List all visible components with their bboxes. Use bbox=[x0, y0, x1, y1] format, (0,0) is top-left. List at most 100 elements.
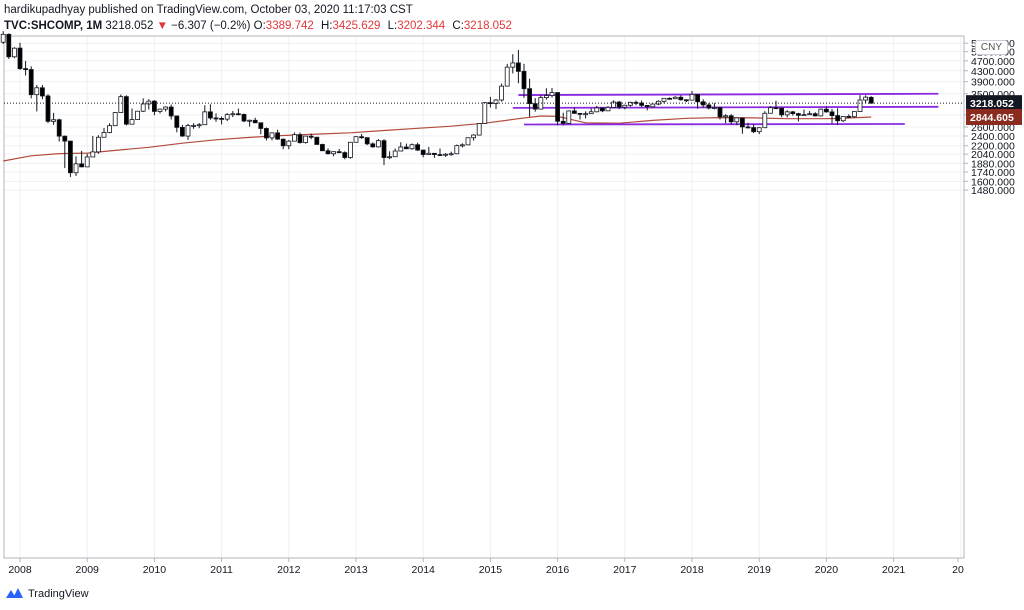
candle-body-down bbox=[678, 96, 684, 101]
candle bbox=[403, 143, 409, 150]
candle bbox=[96, 135, 101, 154]
candle bbox=[712, 103, 717, 110]
candle bbox=[0, 31, 6, 44]
candle bbox=[207, 104, 213, 120]
candle-body-up bbox=[762, 112, 768, 129]
candle bbox=[157, 108, 163, 114]
channel-line[interactable] bbox=[512, 105, 939, 109]
candle-body-up bbox=[594, 107, 600, 113]
candle bbox=[471, 134, 477, 141]
channel-line[interactable] bbox=[518, 92, 939, 96]
candle-body-up bbox=[269, 132, 275, 139]
candle-body-up bbox=[375, 140, 381, 148]
candle bbox=[297, 132, 303, 144]
candle-body-down bbox=[235, 113, 241, 116]
candlesticks bbox=[0, 31, 874, 177]
candle-body-up bbox=[140, 103, 146, 112]
candle-body-up bbox=[96, 136, 101, 153]
candle bbox=[45, 94, 51, 124]
candle-body-down bbox=[79, 163, 84, 168]
candle bbox=[566, 110, 572, 124]
candle bbox=[824, 106, 829, 113]
candle bbox=[112, 111, 118, 127]
candle-body-down bbox=[560, 120, 566, 124]
candle-body-up bbox=[476, 123, 482, 136]
symbol-name[interactable]: TVC:SHCOMP, 1M bbox=[4, 20, 103, 32]
candle-body-up bbox=[605, 106, 611, 112]
last-price-tag bbox=[966, 95, 1022, 112]
open-label: O: bbox=[253, 20, 266, 32]
candle bbox=[314, 136, 320, 145]
candle-body-down bbox=[151, 100, 157, 112]
candle bbox=[107, 123, 112, 134]
candle bbox=[241, 113, 247, 123]
candle bbox=[611, 100, 616, 108]
candle-body-up bbox=[784, 111, 790, 116]
candle bbox=[667, 97, 672, 100]
x-tick-label: 2015 bbox=[479, 564, 503, 576]
candle bbox=[588, 108, 594, 115]
candle bbox=[510, 54, 516, 74]
candle-body-up bbox=[801, 114, 807, 117]
candle-body-down bbox=[319, 144, 325, 152]
close-label: C: bbox=[452, 20, 464, 32]
candle bbox=[487, 96, 493, 108]
candle bbox=[689, 91, 695, 101]
last-price-tag-label: 3218.052 bbox=[970, 98, 1014, 110]
change-value: −6.307 (−0.2%) bbox=[171, 20, 251, 32]
candle-body-up bbox=[712, 107, 717, 109]
candle bbox=[370, 142, 376, 148]
candle bbox=[734, 117, 740, 126]
candle bbox=[398, 142, 404, 152]
candle bbox=[291, 132, 297, 142]
x-tick-label: 2021 bbox=[882, 564, 906, 576]
candle bbox=[728, 114, 734, 125]
candle bbox=[840, 115, 846, 122]
candle-body-down bbox=[684, 99, 689, 102]
y-tick-label: 4700.000 bbox=[971, 56, 1015, 68]
candle-body-down bbox=[124, 96, 129, 125]
candle-body-down bbox=[207, 111, 213, 119]
candle-body-down bbox=[812, 113, 818, 117]
candle-body-up bbox=[611, 101, 616, 108]
candle-body-up bbox=[549, 92, 555, 96]
y-tick-label: 1740.000 bbox=[971, 167, 1015, 179]
x-tick-label: 2016 bbox=[546, 564, 570, 576]
candle bbox=[252, 117, 258, 124]
candle bbox=[756, 127, 762, 135]
time-axis[interactable]: 2008 2009 2010 2011 2012 2013 2014 2015 2016 2017… bbox=[8, 558, 964, 576]
candle bbox=[336, 148, 342, 154]
currency-badge[interactable]: CNY bbox=[974, 40, 1008, 55]
footer-branding[interactable]: TradingView bbox=[6, 588, 89, 600]
candle-body-up bbox=[118, 96, 124, 113]
candle-body-down bbox=[527, 88, 532, 105]
price-axis[interactable]: 5500.0005100.0004700.0004300.0003900.000… bbox=[964, 38, 1022, 197]
candle-body-up bbox=[426, 152, 432, 155]
candle bbox=[375, 139, 381, 148]
candle bbox=[342, 151, 348, 160]
candle-body-up bbox=[583, 113, 588, 116]
candle-body-down bbox=[420, 149, 426, 155]
trend-lines[interactable] bbox=[512, 92, 939, 126]
candle bbox=[532, 98, 538, 112]
candle bbox=[17, 42, 23, 70]
candle-body-down bbox=[745, 126, 751, 129]
channel-line[interactable] bbox=[523, 123, 905, 126]
candle-body-down bbox=[168, 106, 174, 117]
candle-body-up bbox=[689, 93, 695, 101]
x-tick-label: 20 bbox=[952, 564, 964, 576]
candle bbox=[622, 104, 628, 110]
y-tick-label: 2600.000 bbox=[971, 122, 1015, 134]
candle-body-up bbox=[628, 101, 633, 106]
candle-body-up bbox=[459, 144, 465, 147]
x-tick-label: 2014 bbox=[412, 564, 436, 576]
candle bbox=[465, 137, 471, 146]
candle bbox=[812, 112, 818, 117]
change-arrow-icon: ▼ bbox=[156, 20, 168, 32]
candle bbox=[459, 143, 465, 148]
candle-body-up bbox=[146, 100, 152, 105]
candle-body-down bbox=[695, 93, 700, 103]
candle-body-up bbox=[863, 96, 868, 101]
candle bbox=[745, 122, 751, 129]
